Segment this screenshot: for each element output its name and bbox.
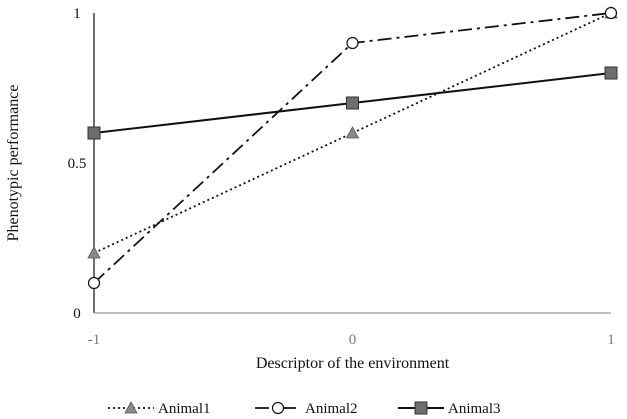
legend-label: Animal1 — [158, 401, 211, 417]
axes — [93, 13, 611, 314]
legend-item: Animal1 — [108, 401, 211, 417]
data-point — [87, 276, 101, 290]
x-tick-label: -1 — [88, 332, 101, 348]
legend-label: Animal3 — [448, 401, 501, 417]
legend-item: Animal3 — [398, 401, 501, 417]
series-layer — [87, 6, 618, 290]
y-axis-title: Phenotypic performance — [5, 85, 22, 242]
y-tick-label: 0 — [73, 306, 81, 322]
data-point — [604, 6, 618, 20]
x-axis-title: Descriptor of the environment — [256, 355, 450, 372]
y-tick-label: 1 — [73, 6, 81, 22]
data-point — [87, 246, 101, 259]
series-animal3 — [87, 66, 618, 140]
y-tick-label: 0.5 — [68, 156, 87, 172]
x-tick-label: 1 — [607, 332, 615, 348]
legend-marker — [414, 401, 428, 415]
x-tick-label: 0 — [349, 332, 357, 348]
series-line — [93, 12, 612, 284]
data-point — [346, 36, 359, 50]
data-point — [87, 126, 101, 140]
legend-item: Animal2 — [255, 401, 358, 417]
data-point — [346, 96, 359, 110]
series-animal2 — [87, 6, 618, 290]
legend-label: Animal2 — [305, 401, 358, 417]
legend: Animal1 Animal2 Animal3 — [108, 401, 501, 417]
data-point — [604, 66, 618, 80]
legend-marker — [124, 401, 138, 414]
tick-labels: 0 0.5 1 -1 0 1 — [68, 6, 615, 348]
legend-marker — [271, 401, 285, 415]
data-point — [345, 126, 360, 139]
